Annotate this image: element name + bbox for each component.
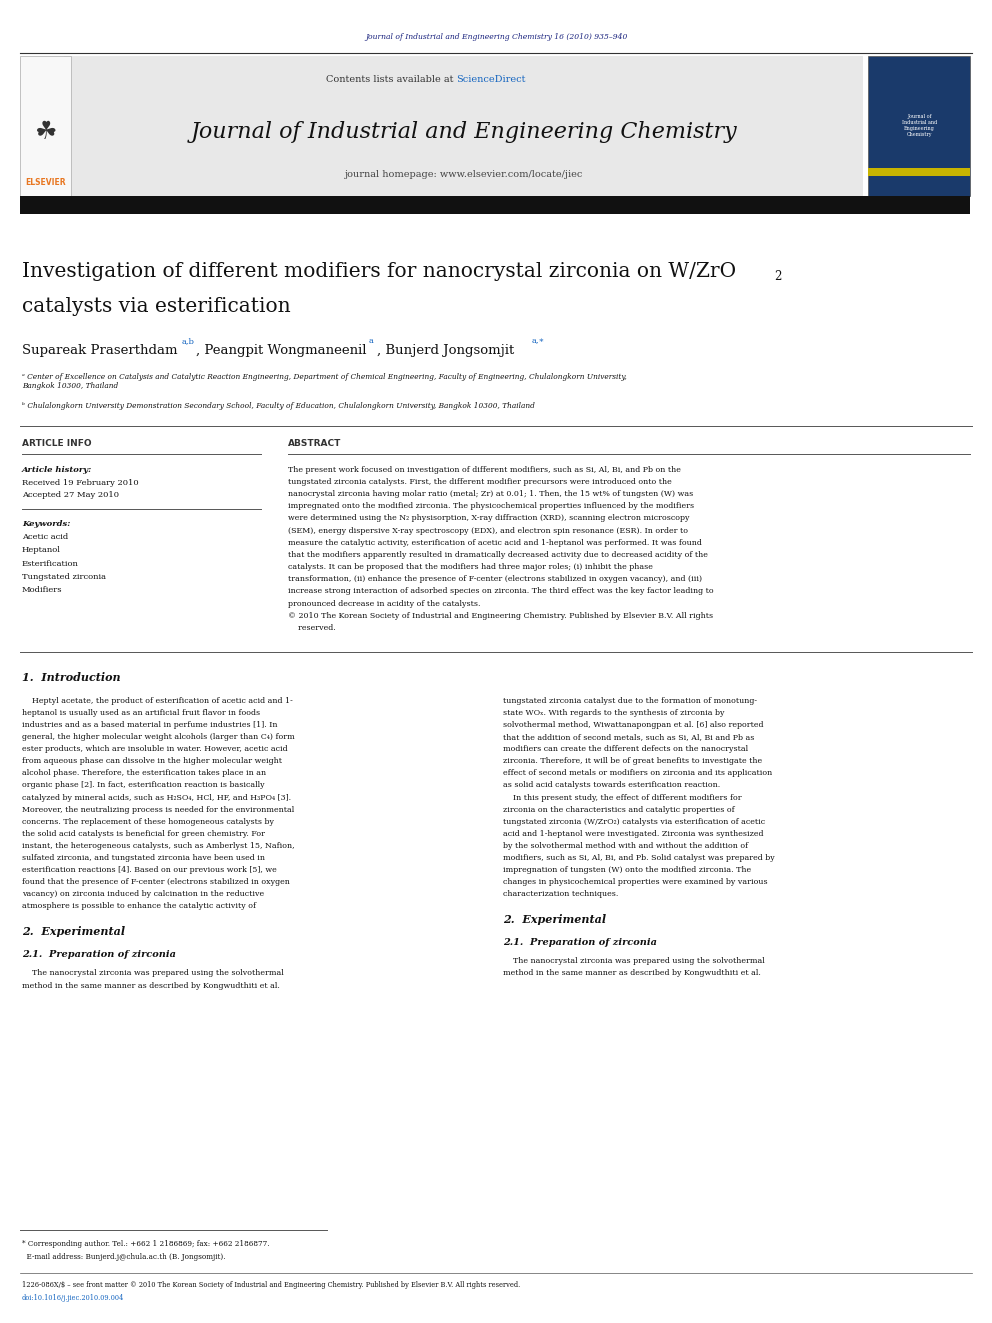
- Text: acid and 1-heptanol were investigated. Zirconia was synthesized: acid and 1-heptanol were investigated. Z…: [503, 830, 764, 837]
- FancyBboxPatch shape: [868, 56, 970, 196]
- Text: The nanocrystal zirconia was prepared using the solvothermal: The nanocrystal zirconia was prepared us…: [22, 970, 284, 978]
- Text: esterification reactions [4]. Based on our previous work [5], we: esterification reactions [4]. Based on o…: [22, 865, 277, 873]
- Text: © 2010 The Korean Society of Industrial and Engineering Chemistry. Published by : © 2010 The Korean Society of Industrial …: [288, 611, 713, 619]
- Text: were determined using the N₂ physisorption, X-ray diffraction (XRD), scanning el: were determined using the N₂ physisorpti…: [288, 515, 689, 523]
- Text: 2: 2: [774, 270, 781, 283]
- Text: , Peangpit Wongmaneenil: , Peangpit Wongmaneenil: [196, 344, 367, 357]
- Text: 2.1.  Preparation of zirconia: 2.1. Preparation of zirconia: [503, 938, 657, 947]
- Text: instant, the heterogeneous catalysts, such as Amberlyst 15, Nafion,: instant, the heterogeneous catalysts, su…: [22, 841, 295, 849]
- Text: Investigation of different modifiers for nanocrystal zirconia on W/ZrO: Investigation of different modifiers for…: [22, 262, 736, 280]
- Text: Accepted 27 May 2010: Accepted 27 May 2010: [22, 491, 119, 499]
- Text: ARTICLE INFO: ARTICLE INFO: [22, 439, 91, 447]
- Text: doi:10.1016/j.jiec.2010.09.004: doi:10.1016/j.jiec.2010.09.004: [22, 1294, 124, 1302]
- Text: The nanocrystal zirconia was prepared using the solvothermal: The nanocrystal zirconia was prepared us…: [503, 958, 765, 966]
- Text: a: a: [369, 337, 374, 345]
- Text: ᵃ Center of Excellence on Catalysis and Catalytic Reaction Engineering, Departme: ᵃ Center of Excellence on Catalysis and …: [22, 373, 627, 390]
- Text: Heptyl acetate, the product of esterification of acetic acid and 1-: Heptyl acetate, the product of esterific…: [22, 697, 293, 705]
- Text: modifiers can create the different defects on the nanocrystal: modifiers can create the different defec…: [503, 745, 748, 753]
- Text: method in the same manner as described by Kongwudthiti et al.: method in the same manner as described b…: [22, 982, 280, 990]
- Text: Heptanol: Heptanol: [22, 546, 61, 554]
- Text: alcohol phase. Therefore, the esterification takes place in an: alcohol phase. Therefore, the esterifica…: [22, 770, 266, 778]
- Text: catalysts. It can be proposed that the modifiers had three major roles; (i) inhi: catalysts. It can be proposed that the m…: [288, 564, 653, 572]
- Text: Modifiers: Modifiers: [22, 586, 62, 594]
- Text: * Corresponding author. Tel.: +662 1 2186869; fax: +662 2186877.: * Corresponding author. Tel.: +662 1 218…: [22, 1240, 269, 1248]
- Text: 2.  Experimental: 2. Experimental: [22, 926, 125, 937]
- Text: catalyzed by mineral acids, such as H₂SO₄, HCl, HF, and H₃PO₄ [3].: catalyzed by mineral acids, such as H₂SO…: [22, 794, 291, 802]
- Text: ᵇ Chulalongkorn University Demonstration Secondary School, Faculty of Education,: ᵇ Chulalongkorn University Demonstration…: [22, 402, 535, 410]
- Text: tungstated zirconia (W/ZrO₂) catalysts via esterification of acetic: tungstated zirconia (W/ZrO₂) catalysts v…: [503, 818, 765, 826]
- Text: Contents lists available at: Contents lists available at: [325, 75, 456, 83]
- Text: Article history:: Article history:: [22, 466, 92, 474]
- Text: concerns. The replacement of these homogeneous catalysts by: concerns. The replacement of these homog…: [22, 818, 274, 826]
- Text: tungstated zirconia catalyst due to the formation of monotung-: tungstated zirconia catalyst due to the …: [503, 697, 757, 705]
- Text: 1.  Introduction: 1. Introduction: [22, 672, 120, 683]
- Text: Moreover, the neutralizing process is needed for the environmental: Moreover, the neutralizing process is ne…: [22, 806, 294, 814]
- Text: Journal of Industrial and Engineering Chemistry: Journal of Industrial and Engineering Ch…: [190, 122, 738, 143]
- Text: impregnated onto the modified zirconia. The physicochemical properties influence: impregnated onto the modified zirconia. …: [288, 503, 693, 511]
- Text: general, the higher molecular weight alcohols (larger than C₄) form: general, the higher molecular weight alc…: [22, 733, 295, 741]
- Text: 2.  Experimental: 2. Experimental: [503, 914, 606, 925]
- Text: organic phase [2]. In fact, esterification reaction is basically: organic phase [2]. In fact, esterificati…: [22, 782, 265, 790]
- Text: modifiers, such as Si, Al, Bi, and Pb. Solid catalyst was prepared by: modifiers, such as Si, Al, Bi, and Pb. S…: [503, 853, 775, 861]
- Text: Keywords:: Keywords:: [22, 520, 70, 528]
- Text: journal homepage: www.elsevier.com/locate/jiec: journal homepage: www.elsevier.com/locat…: [345, 171, 583, 179]
- Text: Received 19 February 2010: Received 19 February 2010: [22, 479, 139, 487]
- Text: Supareak Praserthdam: Supareak Praserthdam: [22, 344, 178, 357]
- Text: sulfated zirconia, and tungstated zirconia have been used in: sulfated zirconia, and tungstated zircon…: [22, 853, 265, 861]
- Text: reserved.: reserved.: [288, 624, 335, 632]
- Text: measure the catalytic activity, esterification of acetic acid and 1-heptanol was: measure the catalytic activity, esterifi…: [288, 538, 701, 546]
- Text: ☘: ☘: [35, 120, 57, 144]
- Text: pronounced decrease in acidity of the catalysts.: pronounced decrease in acidity of the ca…: [288, 599, 480, 607]
- Text: nanocrystal zirconia having molar ratio (metal; Zr) at 0.01; 1. Then, the 15 wt%: nanocrystal zirconia having molar ratio …: [288, 490, 693, 497]
- Text: atmosphere is possible to enhance the catalytic activity of: atmosphere is possible to enhance the ca…: [22, 902, 256, 910]
- Text: The present work focused on investigation of different modifiers, such as Si, Al: The present work focused on investigatio…: [288, 466, 681, 474]
- FancyBboxPatch shape: [20, 196, 970, 214]
- Text: ELSEVIER: ELSEVIER: [26, 179, 65, 187]
- Text: by the solvothermal method with and without the addition of: by the solvothermal method with and with…: [503, 841, 748, 849]
- Text: Journal of
Industrial and
Engineering
Chemistry: Journal of Industrial and Engineering Ch…: [902, 115, 937, 136]
- Text: state WOₓ. With regards to the synthesis of zirconia by: state WOₓ. With regards to the synthesis…: [503, 709, 724, 717]
- Text: Acetic acid: Acetic acid: [22, 533, 68, 541]
- Text: vacancy) on zirconia induced by calcination in the reductive: vacancy) on zirconia induced by calcinat…: [22, 890, 264, 898]
- Text: Esterification: Esterification: [22, 560, 78, 568]
- FancyBboxPatch shape: [64, 56, 863, 196]
- Text: ScienceDirect: ScienceDirect: [456, 75, 526, 83]
- Text: Tungstated zirconia: Tungstated zirconia: [22, 573, 106, 581]
- Text: effect of second metals or modifiers on zirconia and its application: effect of second metals or modifiers on …: [503, 770, 772, 778]
- Text: characterization techniques.: characterization techniques.: [503, 890, 618, 898]
- Text: a,∗: a,∗: [532, 337, 545, 345]
- Text: impregnation of tungsten (W) onto the modified zirconia. The: impregnation of tungsten (W) onto the mo…: [503, 865, 751, 873]
- Text: catalysts via esterification: catalysts via esterification: [22, 298, 291, 316]
- Text: that the modifiers apparently resulted in dramatically decreased activity due to: that the modifiers apparently resulted i…: [288, 550, 707, 558]
- Text: (SEM), energy dispersive X-ray spectroscopy (EDX), and electron spin resonance (: (SEM), energy dispersive X-ray spectrosc…: [288, 527, 687, 534]
- Text: ABSTRACT: ABSTRACT: [288, 439, 341, 447]
- FancyBboxPatch shape: [20, 56, 71, 196]
- Text: In this present study, the effect of different modifiers for: In this present study, the effect of dif…: [503, 794, 742, 802]
- Text: industries and as a based material in perfume industries [1]. In: industries and as a based material in pe…: [22, 721, 278, 729]
- Text: tungstated zirconia catalysts. First, the different modifier precursors were int: tungstated zirconia catalysts. First, th…: [288, 478, 672, 486]
- Text: transformation, (ii) enhance the presence of F-center (electrons stabilized in o: transformation, (ii) enhance the presenc…: [288, 576, 701, 583]
- Text: from aqueous phase can dissolve in the higher molecular weight: from aqueous phase can dissolve in the h…: [22, 757, 282, 766]
- Text: the solid acid catalysts is beneficial for green chemistry. For: the solid acid catalysts is beneficial f…: [22, 830, 265, 837]
- Text: heptanol is usually used as an artificial fruit flavor in foods: heptanol is usually used as an artificia…: [22, 709, 260, 717]
- Text: 1226-086X/$ – see front matter © 2010 The Korean Society of Industrial and Engin: 1226-086X/$ – see front matter © 2010 Th…: [22, 1281, 520, 1289]
- Text: ester products, which are insoluble in water. However, acetic acid: ester products, which are insoluble in w…: [22, 745, 288, 753]
- Text: solvothermal method, Wiwattanapongpan et al. [6] also reported: solvothermal method, Wiwattanapongpan et…: [503, 721, 764, 729]
- Text: 2.1.  Preparation of zirconia: 2.1. Preparation of zirconia: [22, 950, 176, 959]
- Text: method in the same manner as described by Kongwudthiti et al.: method in the same manner as described b…: [503, 970, 761, 978]
- Text: zirconia on the characteristics and catalytic properties of: zirconia on the characteristics and cata…: [503, 806, 734, 814]
- Text: changes in physicochemical properties were examined by various: changes in physicochemical properties we…: [503, 877, 768, 886]
- Text: found that the presence of F-center (electrons stabilized in oxygen: found that the presence of F-center (ele…: [22, 877, 290, 886]
- Text: that the addition of second metals, such as Si, Al, Bi and Pb as: that the addition of second metals, such…: [503, 733, 754, 741]
- Text: as solid acid catalysts towards esterification reaction.: as solid acid catalysts towards esterifi…: [503, 782, 720, 790]
- Text: a,b: a,b: [182, 337, 194, 345]
- Text: Journal of Industrial and Engineering Chemistry 16 (2010) 935–940: Journal of Industrial and Engineering Ch…: [365, 33, 627, 41]
- Text: zirconia. Therefore, it will be of great benefits to investigate the: zirconia. Therefore, it will be of great…: [503, 757, 762, 766]
- Text: E-mail address: Bunjerd.j@chula.ac.th (B. Jongsomjit).: E-mail address: Bunjerd.j@chula.ac.th (B…: [22, 1253, 225, 1261]
- Text: increase strong interaction of adsorbed species on zirconia. The third effect wa: increase strong interaction of adsorbed …: [288, 587, 713, 595]
- FancyBboxPatch shape: [868, 168, 970, 176]
- Text: , Bunjerd Jongsomjit: , Bunjerd Jongsomjit: [377, 344, 514, 357]
